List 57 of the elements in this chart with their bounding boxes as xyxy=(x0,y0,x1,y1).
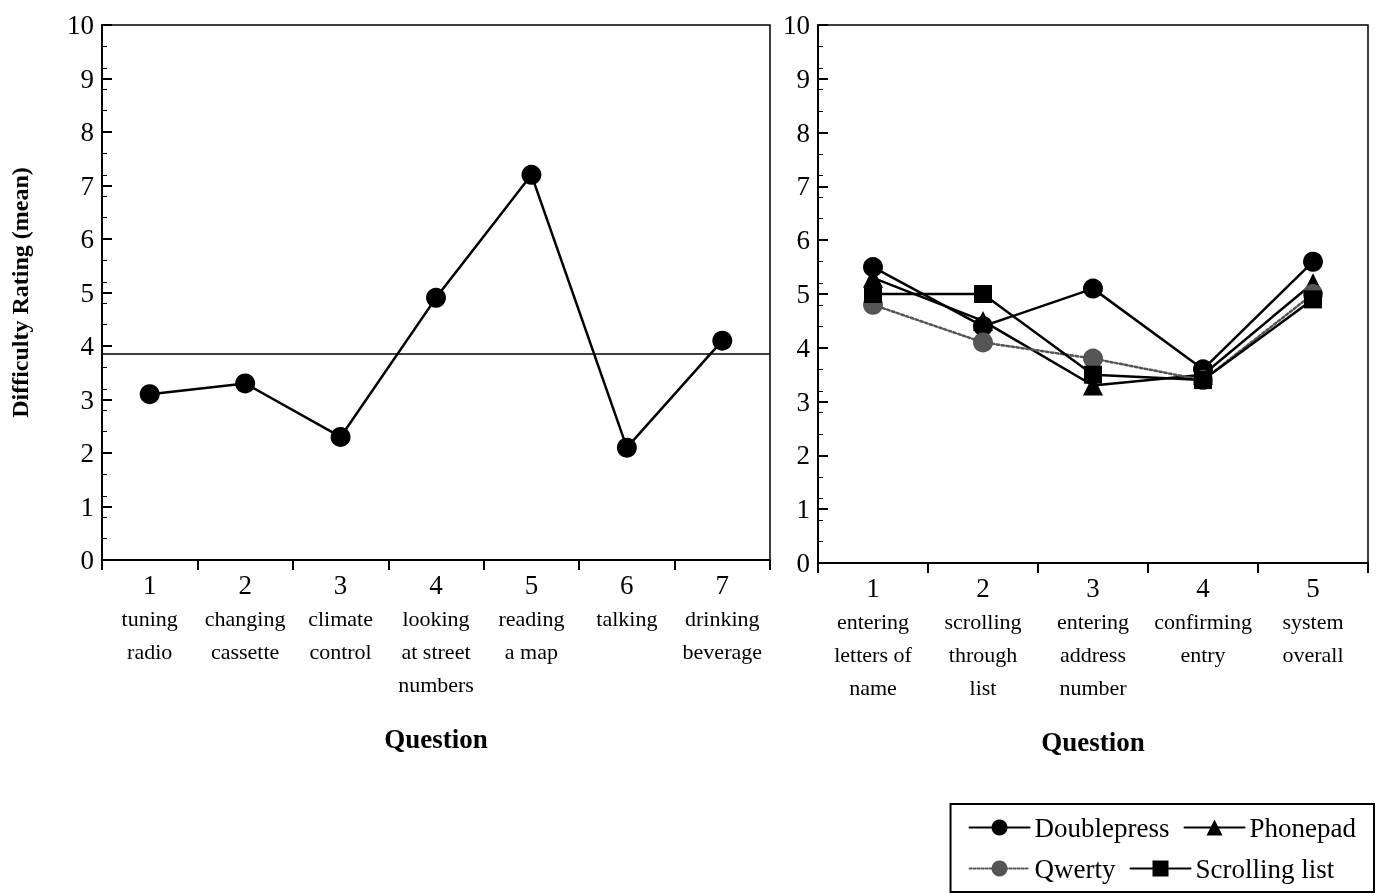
y-tick-label: 1 xyxy=(796,494,810,525)
x-tick-label: 1 tuning radio xyxy=(121,570,178,664)
x-tick-label: 5 reading a map xyxy=(498,570,565,664)
legend-label: Phonepad xyxy=(1249,812,1357,843)
point xyxy=(616,437,637,458)
x-axis-title: Question xyxy=(384,723,488,754)
y-tick-label: 6 xyxy=(796,225,810,256)
y-tick-label: 1 xyxy=(80,491,94,522)
x-tick-label: 4 looking at street numbers xyxy=(398,570,474,697)
y-tick-label: 5 xyxy=(796,279,810,309)
y-tick-label: 7 xyxy=(796,171,810,202)
y-tick-label: 7 xyxy=(80,170,94,201)
point xyxy=(1084,365,1102,384)
legend-label: Doublepress xyxy=(1034,812,1170,843)
point xyxy=(973,332,993,353)
y-tick-label: 0 xyxy=(796,548,810,578)
y-tick-label: 5 xyxy=(80,277,94,308)
y-tick-label: 8 xyxy=(796,117,810,148)
point xyxy=(712,330,733,351)
y-tick-label: 8 xyxy=(80,117,94,147)
x-tick-label: 5 system overall xyxy=(1282,573,1344,667)
y-tick-label: 9 xyxy=(80,63,94,94)
y-axis-title: Difficulty Rating (mean) xyxy=(7,167,33,418)
point xyxy=(139,384,160,405)
point xyxy=(521,164,542,185)
point xyxy=(235,373,256,394)
x-tick-label: 2 scrolling through list xyxy=(944,573,1022,700)
y-tick-label: 2 xyxy=(796,440,810,471)
y-tick-label: 10 xyxy=(783,10,810,40)
point xyxy=(974,285,992,303)
y-tick-label: 9 xyxy=(796,63,810,94)
x-tick-label: 4 confirming entry xyxy=(1154,573,1252,667)
y-tick-label: 10 xyxy=(67,10,94,40)
legend-label: Scrolling list xyxy=(1195,853,1335,884)
x-axis-title: Question xyxy=(1041,726,1145,757)
x-tick-label: 3 entering address number xyxy=(1056,573,1130,700)
x-tick-label: 2 changing cassette xyxy=(204,570,286,664)
point xyxy=(1303,251,1323,272)
point xyxy=(1083,348,1103,369)
x-tick-label: 3 climate control xyxy=(308,570,373,664)
y-tick-label: 6 xyxy=(80,224,94,254)
x-tick-label: 6 talking xyxy=(596,570,658,631)
y-tick-label: 3 xyxy=(80,384,94,415)
point xyxy=(330,426,351,447)
point xyxy=(1304,290,1322,309)
y-tick-label: 4 xyxy=(80,331,95,361)
point xyxy=(426,287,446,308)
y-tick-label: 4 xyxy=(796,332,811,363)
y-tick-label: 0 xyxy=(80,545,94,575)
x-tick-label: 1 entering letters of name xyxy=(834,573,913,700)
point xyxy=(973,310,993,331)
point xyxy=(864,285,882,303)
y-tick-label: 2 xyxy=(80,438,94,468)
x-tick-label: 7 drinking beverage xyxy=(682,570,762,664)
y-tick-label: 3 xyxy=(796,386,810,417)
point xyxy=(1083,278,1103,299)
legend-label: Qwerty xyxy=(1034,853,1117,884)
